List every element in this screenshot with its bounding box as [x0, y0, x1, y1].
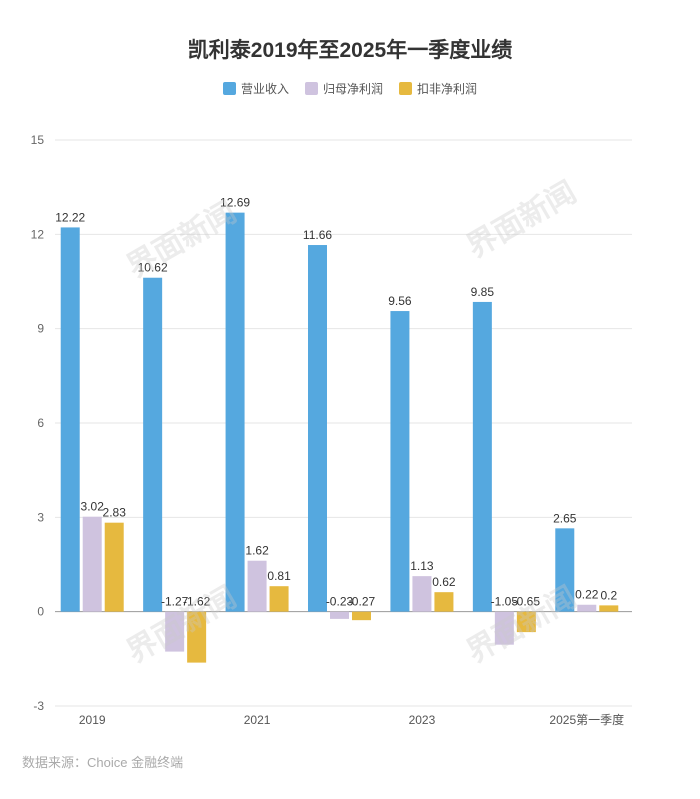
data-label-0-4: 9.56	[388, 294, 412, 308]
data-label-2-0: 2.83	[103, 506, 127, 520]
data-label-1-0: 3.02	[81, 500, 105, 514]
bar-1-2	[247, 560, 267, 612]
data-label-1-4: 1.13	[410, 559, 434, 573]
x-tick-label-6: 2025第一季度	[549, 712, 624, 727]
bar-2-6	[599, 605, 619, 612]
bar-2-2	[269, 586, 289, 612]
bar-0-1	[143, 277, 163, 612]
data-label-2-4: 0.62	[432, 575, 456, 589]
bar-2-3	[352, 611, 371, 621]
bar-2-0	[104, 522, 124, 612]
data-label-2-6: 0.2	[600, 588, 617, 602]
data-label-1-1: -1.27	[161, 595, 189, 609]
bar-1-1	[165, 611, 185, 652]
bar-2-1	[187, 611, 207, 663]
bar-1-0	[82, 516, 102, 612]
y-tick-label-6: -3	[33, 699, 44, 713]
data-label-1-2: 1.62	[245, 544, 269, 558]
y-tick-label-3: 6	[37, 416, 44, 430]
bar-2-5	[516, 611, 536, 633]
bar-0-5	[472, 301, 492, 612]
y-tick-label-2: 9	[37, 322, 44, 336]
bar-1-5	[494, 611, 514, 645]
legend-item-2[interactable]: 扣非净利润	[399, 80, 477, 97]
data-label-1-6: 0.22	[575, 588, 599, 602]
legend: 营业收入 归母净利润 扣非净利润	[0, 80, 700, 97]
data-label-0-5: 9.85	[471, 285, 495, 299]
chart-title: 凯利泰2019年至2025年一季度业绩	[187, 39, 513, 62]
bar-0-2	[225, 212, 245, 612]
data-label-0-2: 12.69	[220, 196, 250, 210]
x-tick-label-4: 2023	[409, 713, 436, 727]
legend-item-0[interactable]: 营业收入	[222, 80, 289, 97]
y-tick-label-5: 0	[37, 605, 44, 619]
bar-1-3	[330, 611, 349, 619]
bar-0-0	[60, 227, 80, 612]
legend-swatch-0	[222, 82, 236, 95]
data-label-1-3: -0.23	[326, 595, 354, 609]
bar-1-6	[577, 604, 597, 612]
data-label-0-0: 12.22	[55, 210, 85, 224]
data-label-1-5: -1.05	[491, 595, 519, 609]
legend-item-1[interactable]: 归母净利润	[304, 80, 383, 97]
bar-0-4	[390, 311, 410, 612]
legend-swatch-1	[304, 82, 318, 95]
x-tick-label-2: 2021	[244, 713, 271, 727]
y-tick-label-1: 12	[31, 227, 45, 241]
y-tick-label-4: 3	[37, 510, 44, 524]
data-label-0-6: 2.65	[553, 511, 577, 525]
data-label-2-5: -0.65	[513, 595, 541, 609]
y-tick-label-0: 15	[31, 133, 45, 147]
legend-label-1: 归母净利润	[322, 82, 383, 96]
data-label-0-1: 10.62	[138, 261, 168, 275]
data-label-2-2: 0.81	[267, 569, 291, 583]
data-label-2-1: -1.62	[183, 595, 211, 609]
bar-0-3	[308, 245, 327, 612]
data-label-2-3: -0.27	[348, 595, 376, 609]
bar-1-4	[412, 576, 432, 612]
legend-swatch-2	[399, 82, 412, 95]
legend-label-0: 营业收入	[240, 82, 289, 96]
legend-label-2: 扣非净利润	[417, 82, 478, 96]
bar-0-6	[555, 528, 575, 612]
x-tick-label-0: 2019	[79, 713, 106, 727]
data-label-0-3: 11.66	[303, 228, 332, 242]
source-note: 数据来源：Choice 金融终端	[22, 755, 184, 770]
bar-2-4	[434, 592, 454, 612]
